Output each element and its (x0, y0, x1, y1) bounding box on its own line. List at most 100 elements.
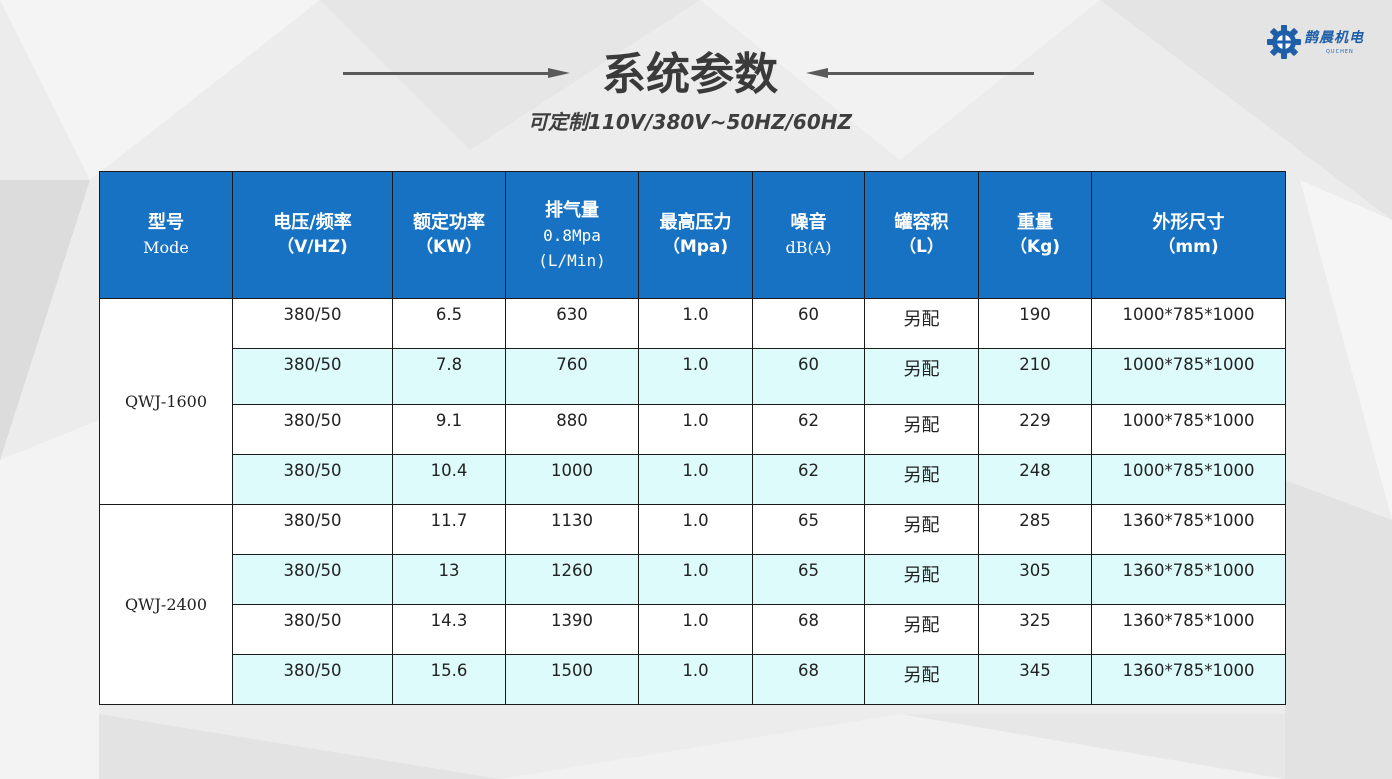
header-size: 外形尺寸 （mm) (1091, 171, 1286, 299)
header-label: 罐容积 (894, 212, 949, 233)
voltage-cell: 380/50 (232, 404, 393, 455)
table-row: 380/50 13 1260 1.0 65 另配 305 1360*785*10… (100, 554, 1286, 605)
pressure-cell: 1.0 (638, 604, 753, 655)
voltage-cell: 380/50 (232, 348, 393, 405)
noise-cell: 65 (752, 554, 865, 605)
voltage-cell: 380/50 (232, 554, 393, 605)
pressure-cell: 1.0 (638, 298, 753, 349)
flow-cell: 630 (505, 298, 639, 349)
voltage-cell: 380/50 (232, 654, 393, 705)
header-label: 型号 (148, 212, 184, 233)
header-label: 噪音 (790, 212, 827, 233)
header-sublabel: （mm) (1158, 237, 1219, 257)
flow-cell: 1000 (505, 454, 639, 505)
flow-cell: 1500 (505, 654, 639, 705)
tank-cell: 另配 (864, 654, 979, 705)
noise-cell: 62 (752, 454, 865, 505)
noise-cell: 65 (752, 504, 865, 555)
noise-cell: 60 (752, 298, 865, 349)
header-weight: 重量 （Kg) (978, 171, 1092, 299)
title-arrow-right (806, 68, 828, 78)
voltage-cell: 380/50 (232, 604, 393, 655)
header-sublabel: dB(A) (785, 238, 832, 257)
header-label: 排气量 (545, 199, 599, 221)
size-cell: 1360*785*1000 (1091, 554, 1286, 605)
pressure-cell: 1.0 (638, 404, 753, 455)
size-cell: 1000*785*1000 (1091, 404, 1286, 455)
header-noise: 噪音 dB(A) (752, 171, 865, 299)
power-cell: 11.7 (392, 504, 506, 555)
brand-logo: 鹊晨机电 QUCHEN (1266, 22, 1378, 62)
title-decor-left (343, 72, 548, 75)
noise-cell: 68 (752, 654, 865, 705)
header-unit: (L/Min) (538, 250, 606, 270)
flow-cell: 1260 (505, 554, 639, 605)
flow-cell: 1390 (505, 604, 639, 655)
power-cell: 10.4 (392, 454, 506, 505)
power-cell: 7.8 (392, 348, 506, 405)
size-cell: 1000*785*1000 (1091, 298, 1286, 349)
header-sublabel: 0.8Mpa (543, 225, 601, 245)
table-row: 380/50 9.1 880 1.0 62 另配 229 1000*785*10… (100, 404, 1286, 455)
weight-cell: 285 (978, 504, 1092, 555)
header-sublabel: （L） (899, 237, 944, 257)
voltage-cell: 380/50 (232, 298, 393, 349)
tank-cell: 另配 (864, 404, 979, 455)
pressure-cell: 1.0 (638, 348, 753, 405)
table-row: 380/50 14.3 1390 1.0 68 另配 325 1360*785*… (100, 604, 1286, 655)
size-cell: 1360*785*1000 (1091, 654, 1286, 705)
weight-cell: 345 (978, 654, 1092, 705)
voltage-cell: 380/50 (232, 504, 393, 555)
voltage-cell: 380/50 (232, 454, 393, 505)
tank-cell: 另配 (864, 298, 979, 349)
table-row: 380/50 7.8 760 1.0 60 另配 210 1000*785*10… (100, 348, 1286, 405)
header-flow: 排气量 0.8Mpa (L/Min) (505, 171, 639, 299)
header-sublabel: （KW） (416, 237, 482, 257)
pressure-cell: 1.0 (638, 454, 753, 505)
power-cell: 9.1 (392, 404, 506, 455)
noise-cell: 68 (752, 604, 865, 655)
flow-cell: 760 (505, 348, 639, 405)
weight-cell: 210 (978, 348, 1092, 405)
page-subtitle: 可定制110V/380V~50HZ/60HZ (528, 110, 852, 134)
header-sublabel: Mode (143, 238, 189, 257)
tank-cell: 另配 (864, 504, 979, 555)
size-cell: 1360*785*1000 (1091, 604, 1286, 655)
table-row: 380/50 15.6 1500 1.0 68 另配 345 1360*785*… (100, 654, 1286, 705)
pressure-cell: 1.0 (638, 504, 753, 555)
tank-cell: 另配 (864, 348, 979, 405)
weight-cell: 248 (978, 454, 1092, 505)
power-cell: 15.6 (392, 654, 506, 705)
size-cell: 1000*785*1000 (1091, 348, 1286, 405)
model-cell: QWJ-1600 (99, 298, 233, 505)
header-tank: 罐容积 （L） (864, 171, 979, 299)
tank-cell: 另配 (864, 454, 979, 505)
page-title: 系统参数 (602, 49, 778, 100)
title-arrow-left (548, 68, 570, 78)
weight-cell: 229 (978, 404, 1092, 455)
header-power: 额定功率 （KW） (392, 171, 506, 299)
power-cell: 6.5 (392, 298, 506, 349)
pressure-cell: 1.0 (638, 554, 753, 605)
tank-cell: 另配 (864, 604, 979, 655)
header-model: 型号 Mode (99, 171, 233, 299)
weight-cell: 305 (978, 554, 1092, 605)
header-sublabel: （Mpa) (662, 237, 729, 257)
table-row: 380/50 10.4 1000 1.0 62 另配 248 1000*785*… (100, 454, 1286, 505)
tank-cell: 另配 (864, 554, 979, 605)
table-row: QWJ-1600 380/50 6.5 630 1.0 60 另配 190 10… (99, 298, 1286, 505)
noise-cell: 60 (752, 348, 865, 405)
power-cell: 13 (392, 554, 506, 605)
header-label: 外形尺寸 (1152, 212, 1225, 233)
table-row: QWJ-2400 380/50 11.7 1130 1.0 65 另配 285 … (99, 504, 1286, 705)
brand-sub: QUCHEN (1326, 49, 1354, 55)
header-label: 额定功率 (413, 212, 485, 233)
noise-cell: 62 (752, 404, 865, 455)
flow-cell: 1130 (505, 504, 639, 555)
header-label: 最高压力 (659, 212, 732, 233)
brand-name: 鹊晨机电 (1304, 30, 1364, 46)
header-sublabel: （Kg) (1009, 237, 1061, 257)
title-decor-right (828, 72, 1034, 75)
header-label: 电压/频率 (273, 212, 352, 233)
size-cell: 1360*785*1000 (1091, 504, 1286, 555)
